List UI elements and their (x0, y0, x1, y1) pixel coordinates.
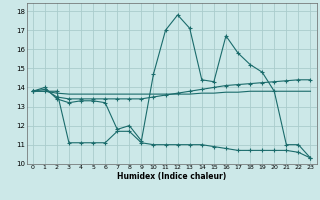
X-axis label: Humidex (Indice chaleur): Humidex (Indice chaleur) (117, 172, 226, 181)
